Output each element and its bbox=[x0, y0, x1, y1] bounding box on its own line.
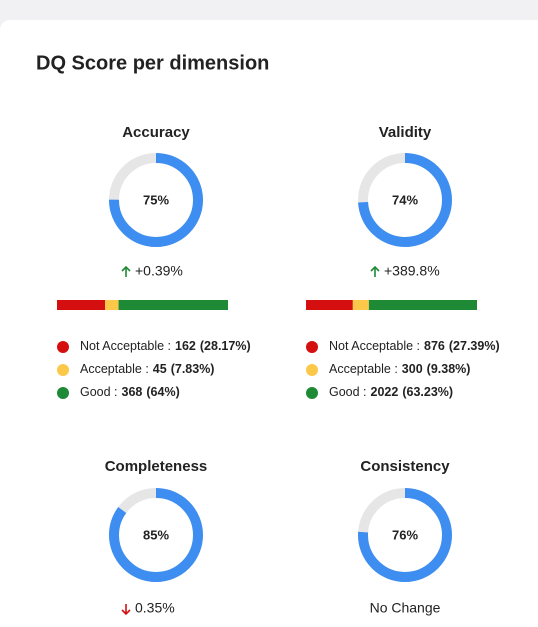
legend-item: Acceptable : 45 (7.83%) bbox=[80, 362, 214, 376]
donut-arc bbox=[109, 153, 203, 247]
donut-arc bbox=[358, 488, 452, 582]
quality-bar-segment bbox=[306, 300, 353, 310]
legend-count: 45 bbox=[153, 362, 167, 376]
trend-arrow bbox=[370, 265, 380, 277]
legend-count: 162 bbox=[175, 339, 196, 353]
legend-dot bbox=[306, 387, 318, 399]
trend-arrow bbox=[121, 265, 131, 277]
legend-dot bbox=[306, 341, 318, 353]
legend-item: Acceptable : 300 (9.38%) bbox=[329, 362, 470, 376]
legend-item: Not Acceptable : 162 (28.17%) bbox=[80, 339, 251, 353]
dimension-name: Consistency bbox=[360, 458, 450, 475]
legend-dot bbox=[57, 364, 69, 376]
score-label: 85% bbox=[143, 527, 169, 542]
dimension-name: Completeness bbox=[105, 458, 208, 475]
legend-count: 300 bbox=[402, 362, 423, 376]
legend-dot bbox=[306, 364, 318, 376]
legend-label: Not Acceptable : bbox=[80, 339, 171, 353]
score-label: 76% bbox=[392, 527, 418, 542]
legend-count: 2022 bbox=[371, 385, 399, 399]
quality-bar-segment bbox=[118, 300, 228, 310]
legend-label: Not Acceptable : bbox=[329, 339, 420, 353]
legend-dot bbox=[57, 387, 69, 399]
change-text: No Change bbox=[370, 600, 441, 616]
quality-bar-segment bbox=[57, 300, 106, 310]
donut-arc bbox=[109, 488, 203, 582]
legend-item: Good : 2022 (63.23%) bbox=[329, 385, 453, 399]
donut-arc bbox=[358, 153, 452, 247]
change-text: +389.8% bbox=[384, 263, 440, 279]
legend-count: 368 bbox=[122, 385, 143, 399]
legend-label: Good : bbox=[80, 385, 118, 399]
legend-dot bbox=[57, 341, 69, 353]
legend-percent: (28.17%) bbox=[200, 339, 251, 353]
legend-item: Not Acceptable : 876 (27.39%) bbox=[329, 339, 500, 353]
trend-arrow bbox=[121, 604, 131, 616]
change-text: +0.39% bbox=[135, 263, 183, 279]
card-title: DQ Score per dimension bbox=[36, 52, 269, 74]
score-label: 75% bbox=[143, 192, 169, 207]
legend-percent: (27.39%) bbox=[449, 339, 500, 353]
legend-label: Good : bbox=[329, 385, 367, 399]
legend-percent: (64%) bbox=[146, 385, 179, 399]
legend-percent: (9.38%) bbox=[427, 362, 471, 376]
legend-percent: (63.23%) bbox=[402, 385, 453, 399]
quality-bar-segment bbox=[352, 300, 369, 310]
legend-label: Acceptable : bbox=[80, 362, 149, 376]
legend-count: 876 bbox=[424, 339, 445, 353]
quality-bar-segment bbox=[105, 300, 119, 310]
change-text: 0.35% bbox=[135, 600, 175, 616]
legend-percent: (7.83%) bbox=[171, 362, 215, 376]
score-label: 74% bbox=[392, 192, 418, 207]
card-background bbox=[0, 20, 538, 627]
quality-bar-segment bbox=[368, 300, 477, 310]
legend-item: Good : 368 (64%) bbox=[80, 385, 180, 399]
legend-label: Acceptable : bbox=[329, 362, 398, 376]
dimension-name: Validity bbox=[379, 124, 432, 141]
dimension-name: Accuracy bbox=[122, 124, 190, 141]
